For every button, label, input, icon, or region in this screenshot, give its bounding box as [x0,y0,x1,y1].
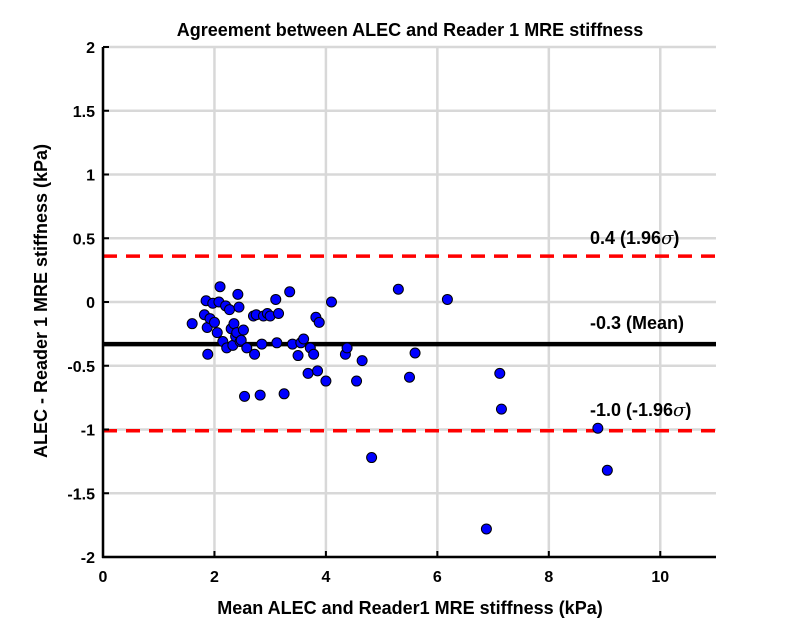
data-point [601,464,613,476]
x-tick-label: 8 [544,569,553,586]
data-point [214,281,226,293]
y-tick-label: -1 [81,423,95,440]
data-point [351,375,363,387]
reference-lines [103,254,716,433]
data-point [202,348,214,360]
data-point [292,350,304,362]
x-tick-label: 2 [210,569,219,586]
data-point [273,307,285,319]
data-point [480,523,492,535]
mean-line-label: -0.3 (Mean) [590,313,684,333]
data-point [495,403,507,415]
x-axis-label: Mean ALEC and Reader1 MRE stiffness (kPa… [217,598,602,618]
data-point [592,422,604,434]
y-tick-label: -2 [81,550,95,567]
lower-limit-label-suffix: ) [685,400,691,420]
y-tick-label: 1 [86,168,95,185]
lower-limit-label-prefix: -1.0 (-1.96 [590,400,673,420]
data-point [232,288,244,300]
data-point [494,367,506,379]
data-point [404,371,415,383]
data-point [271,337,283,349]
data-point [409,347,421,359]
data-point [224,304,236,316]
data-point [208,316,220,328]
data-point [284,286,296,298]
x-tick-label: 4 [321,569,330,586]
data-point [237,324,249,336]
data-point [254,389,266,401]
upper-limit-label-prefix: 0.4 (1.96 [590,228,661,248]
data-point [249,348,261,360]
y-tick-label: 0 [86,295,95,312]
data-point [186,318,198,330]
data-point [308,348,320,360]
lower-limit-label: -1.0 (-1.96σ) [590,400,691,421]
data-point [392,283,404,295]
data-point [312,365,324,377]
data-point [241,342,253,354]
y-tick-labels: 2 1.5 1 0.5 0 -0.5 -1 -1.5 -2 [67,40,95,567]
data-point [366,452,378,464]
data-point [341,342,353,354]
data-point [256,338,268,350]
chart-title: Agreement between ALEC and Reader 1 MRE … [177,20,643,40]
lower-limit-label-sigma: σ [673,400,686,421]
upper-limit-label: 0.4 (1.96σ) [590,228,679,249]
data-point [441,293,453,305]
x-tick-label: 10 [651,569,669,586]
upper-limit-label-suffix: ) [673,228,679,248]
upper-limit-label-sigma: σ [661,228,674,249]
y-axis-label: ALEC - Reader 1 MRE stiffness (kPa) [31,144,51,458]
data-point [356,355,368,367]
data-points [186,281,613,535]
data-point [235,334,247,346]
y-tick-label: 2 [86,40,95,57]
data-point [239,390,251,402]
data-point [325,296,337,308]
data-point [233,301,245,313]
x-tick-labels: 0 2 4 6 8 10 [99,569,670,586]
y-tick-label: 0.5 [73,231,95,248]
data-point [298,333,310,345]
data-point [211,327,223,339]
y-tick-label: -1.5 [67,486,95,503]
data-point [313,316,325,328]
y-tick-label: 1.5 [73,104,95,121]
x-tick-label: 6 [433,569,442,586]
data-point [320,375,332,387]
axes [101,46,716,559]
data-point [270,293,282,305]
x-tick-label: 0 [99,569,108,586]
data-point [278,388,290,400]
y-tick-label: -0.5 [67,359,95,376]
data-point [302,367,314,379]
